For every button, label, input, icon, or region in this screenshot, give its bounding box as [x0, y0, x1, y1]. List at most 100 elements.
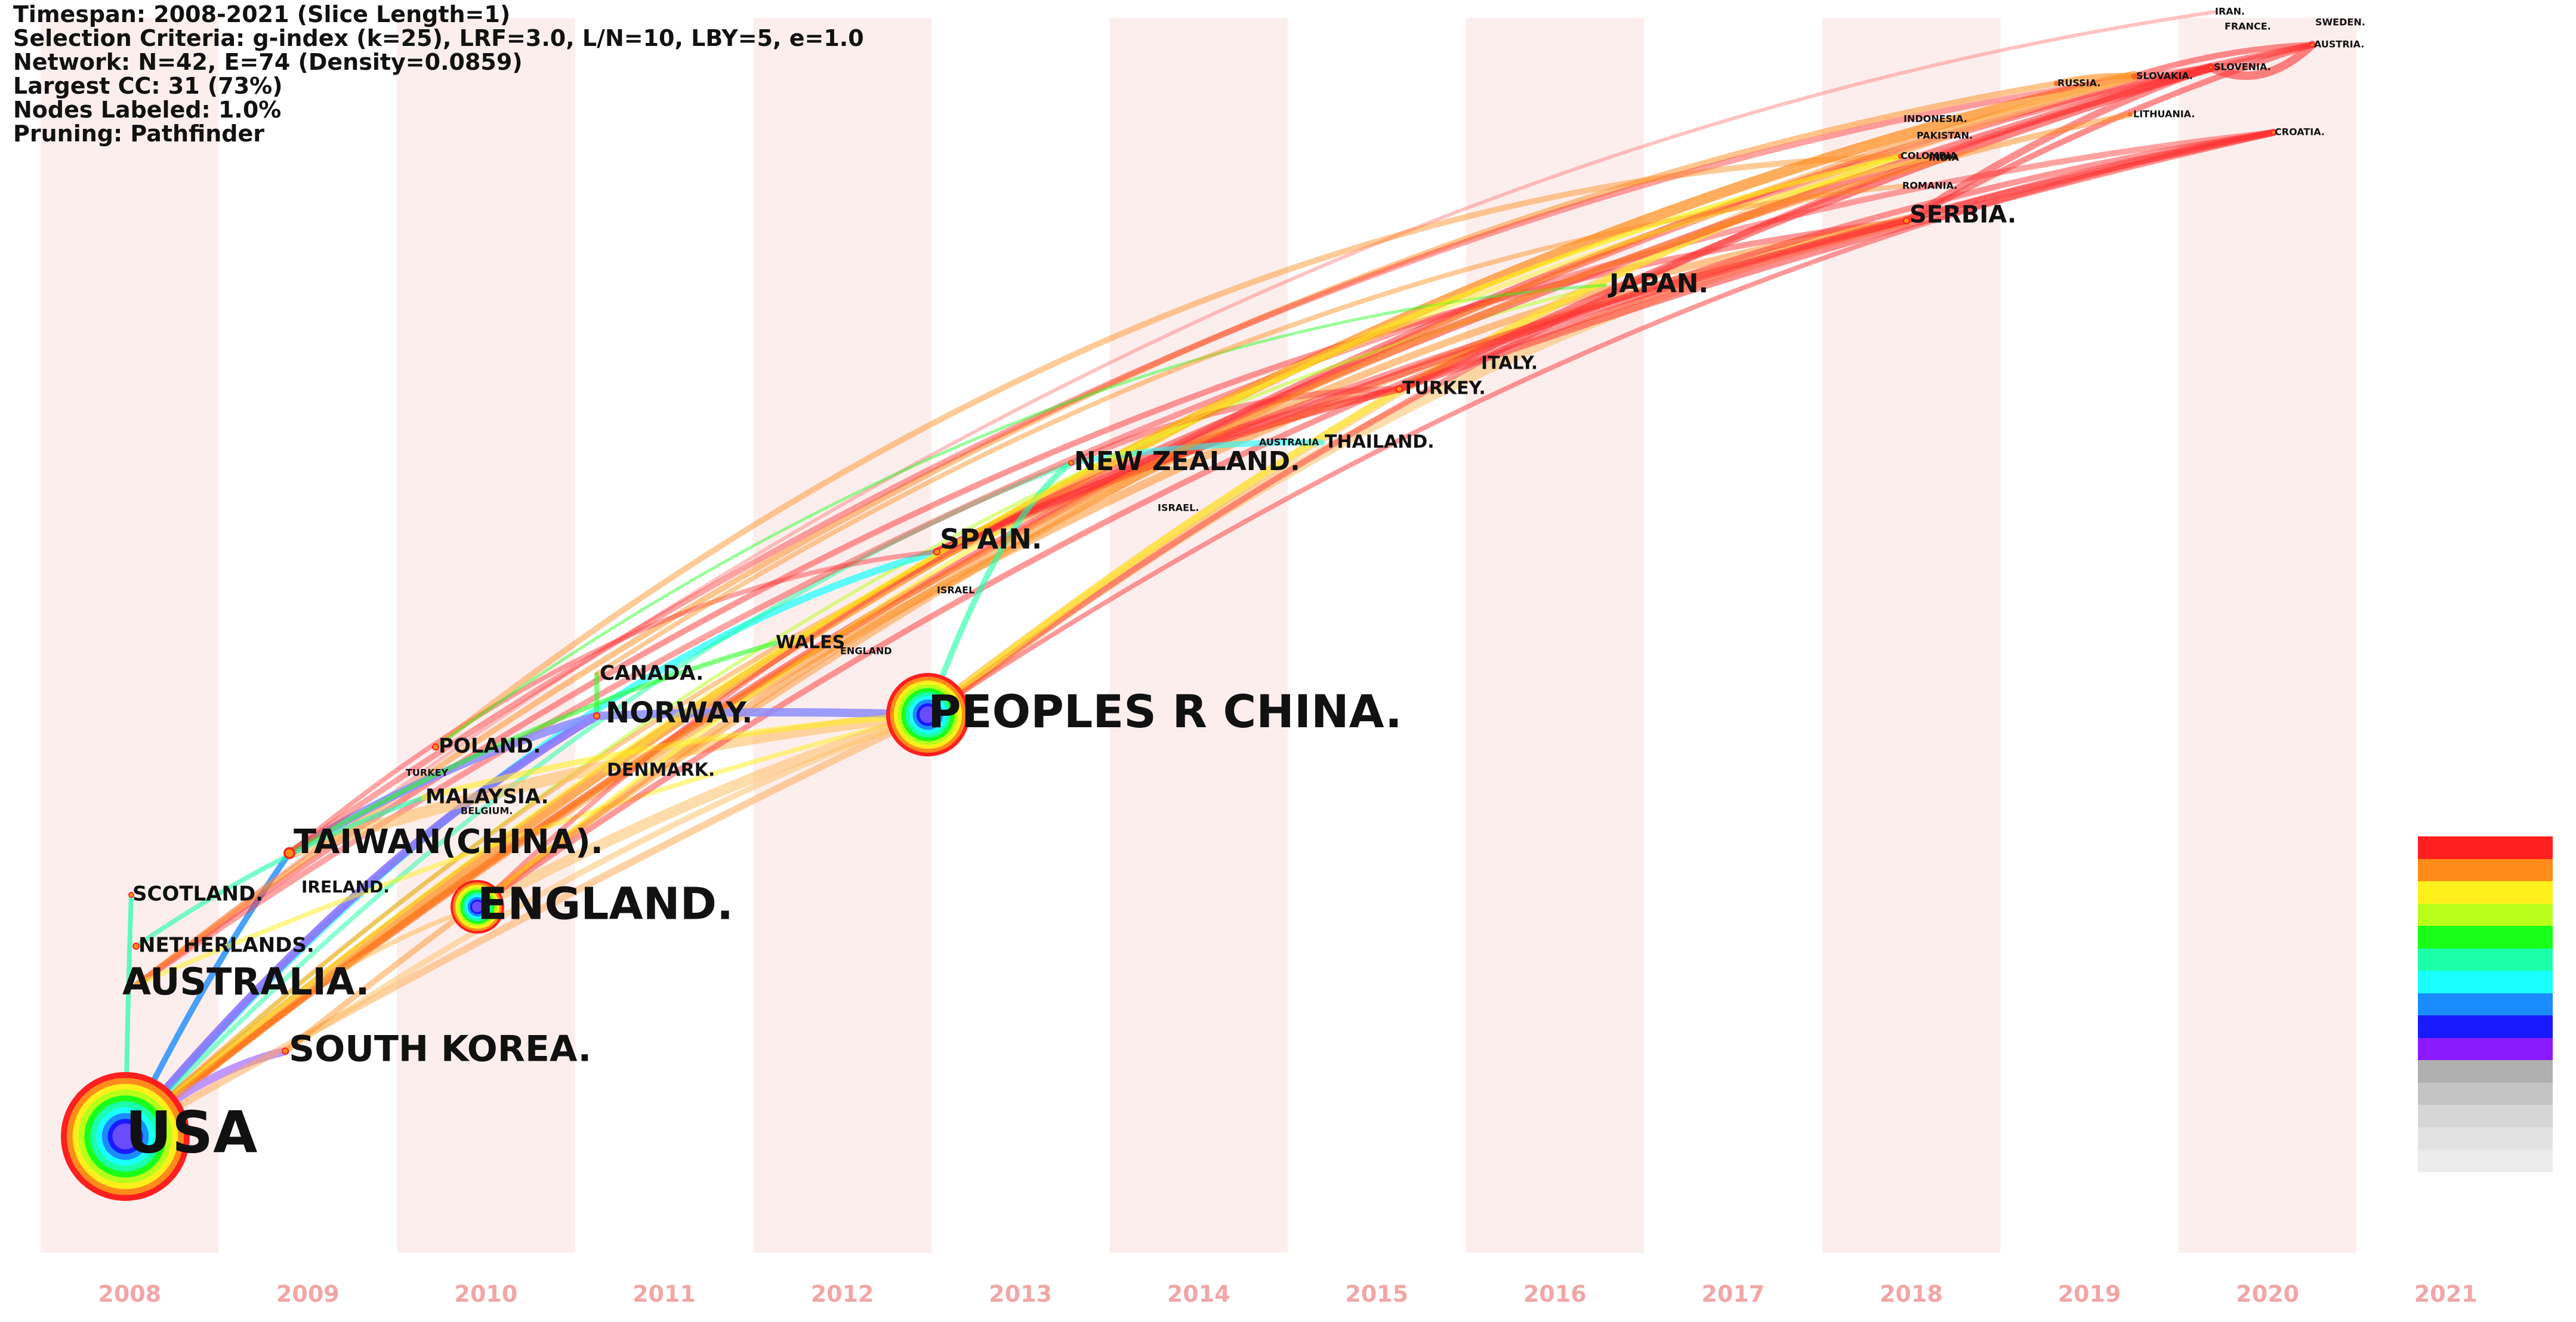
legend-swatch-13	[2418, 1127, 2553, 1150]
node-turkey[interactable]	[1396, 385, 1403, 393]
link-netherlands-malaysia	[134, 795, 426, 949]
node-serbia[interactable]	[1903, 217, 1910, 224]
node-slovakia[interactable]	[2132, 75, 2136, 78]
node-usa[interactable]	[61, 1072, 190, 1201]
label-spain: SPAIN.	[940, 523, 1042, 555]
label-denmark: DENMARK.	[607, 760, 715, 781]
node-austria[interactable]	[2310, 42, 2315, 47]
legend-swatch-2	[2418, 881, 2553, 904]
nodes-labeled-text: Nodes Labeled: 1.0%	[13, 97, 282, 123]
link-england-peoples-r-china	[472, 709, 933, 912]
label-canada: CANADA.	[600, 662, 704, 685]
label-france: FRANCE.	[2225, 21, 2271, 32]
label-romania: ROMANIA.	[1902, 180, 1957, 191]
link-poland-colombia	[433, 153, 1904, 750]
link-taiwan-wales	[287, 641, 778, 855]
label-slovakia: SLOVAKIA.	[2136, 70, 2193, 82]
label-lithuania: LITHUANIA.	[2133, 109, 2195, 120]
link-usa-peoples-r-china	[122, 711, 931, 1140]
color-legend	[2418, 836, 2553, 1172]
label-sweden: SWEDEN.	[2315, 17, 2365, 28]
label-scotland: SCOTLAND.	[132, 882, 263, 906]
link-england-colombia	[475, 154, 1903, 909]
year-band-2016	[1466, 18, 1645, 1253]
legend-swatch-5	[2418, 948, 2553, 971]
year-label-2019: 2019	[2058, 1281, 2121, 1307]
label-italy: ITALY.	[1481, 353, 1538, 374]
link-poland-japan	[434, 283, 1607, 749]
node-netherlands[interactable]	[132, 943, 140, 950]
year-label-2011: 2011	[633, 1281, 696, 1307]
node-lithuania[interactable]	[2128, 113, 2132, 116]
label-peoples-r-china: PEOPLES R CHINA.	[928, 685, 1402, 738]
label-india: INDIA	[1929, 152, 1960, 163]
node-spain[interactable]	[933, 548, 940, 555]
node-peoples-r-china[interactable]	[886, 673, 970, 756]
year-label-2014: 2014	[1167, 1281, 1230, 1307]
label-england-small: ENGLAND	[840, 645, 892, 657]
label-wales: WALES	[776, 632, 845, 653]
year-axis-labels: 2008 2009 2010 2011 2012 2013 2014 2015 2016 2017…	[98, 1281, 2477, 1307]
label-croatia: CROATIA.	[2275, 126, 2325, 138]
link-spain-serbia	[934, 218, 1909, 555]
node-poland[interactable]	[432, 743, 439, 750]
legend-swatch-1	[2418, 858, 2553, 881]
label-israel: ISRAEL	[937, 585, 974, 596]
network-stats-text: Network: N=42, E=74 (Density=0.0859)	[13, 49, 523, 75]
label-belgium: BELGIUM.	[461, 805, 513, 817]
label-taiwan: TAIWAN(CHINA).	[294, 823, 603, 861]
link-denmark-colombia	[603, 154, 1903, 773]
year-band-2014	[1109, 18, 1288, 1253]
legend-swatch-10	[2418, 1060, 2553, 1083]
year-band-2008	[41, 18, 219, 1253]
legend-swatch-0	[2418, 836, 2553, 859]
label-england: ENGLAND.	[477, 879, 733, 930]
year-label-2016: 2016	[1523, 1281, 1587, 1307]
node-england[interactable]	[451, 880, 504, 934]
year-band-2020	[2178, 18, 2357, 1253]
label-thailand: THAILAND.	[1325, 432, 1434, 453]
legend-swatch-8	[2418, 1015, 2553, 1038]
link-taiwan-slovenia	[286, 64, 2214, 856]
year-label-2013: 2013	[989, 1281, 1052, 1307]
selection-criteria-text: Selection Criteria: g-index (k=25), LRF=…	[13, 25, 864, 51]
label-indonesia: INDONESIA.	[1904, 113, 1967, 125]
label-pakistan: PAKISTAN.	[1917, 130, 1973, 141]
node-norway[interactable]	[593, 712, 600, 719]
link-usa-new-zealand	[123, 461, 1073, 1139]
node-scotland[interactable]	[128, 892, 134, 898]
label-ireland: IRELAND.	[301, 877, 390, 897]
node-new-zealand[interactable]	[1068, 460, 1074, 466]
link-new-zealand-turkey	[1068, 386, 1402, 466]
label-serbia: SERBIA.	[1909, 201, 2016, 228]
legend-swatch-4	[2418, 926, 2553, 949]
label-usa: USA	[125, 1099, 257, 1166]
link-south-korea-peoples-r-china	[282, 712, 931, 1054]
link-australia-russia	[134, 81, 2059, 987]
label-turkey-small: TURKEY	[406, 767, 449, 779]
link-malaysia-peoples-r-china	[421, 712, 931, 801]
largest-cc-text: Largest CC: 31 (73%)	[13, 73, 283, 99]
year-label-2021: 2021	[2414, 1281, 2478, 1307]
link-turkey-serbia	[1396, 218, 1909, 392]
node-south-korea[interactable]	[282, 1048, 289, 1055]
node-taiwan[interactable]	[283, 847, 295, 859]
label-netherlands: NETHERLANDS.	[138, 934, 314, 957]
label-malaysia: MALAYSIA.	[425, 785, 549, 809]
year-label-2015: 2015	[1345, 1281, 1408, 1307]
label-russia: RUSSIA.	[2057, 78, 2100, 89]
label-new-zealand: NEW ZEALAND.	[1074, 446, 1300, 477]
link-peoples-r-china-new-zealand	[925, 460, 1074, 718]
network-nodes	[61, 42, 2315, 1201]
node-slovenia[interactable]	[2209, 66, 2213, 69]
legend-swatch-9	[2418, 1037, 2553, 1060]
timespan-text: Timespan: 2008-2021 (Slice Length=1)	[13, 1, 511, 27]
node-russia[interactable]	[2054, 82, 2058, 85]
node-colombia[interactable]	[1898, 154, 1903, 159]
node-croatia[interactable]	[2271, 130, 2276, 135]
legend-swatch-6	[2418, 971, 2553, 993]
year-label-2017: 2017	[1702, 1281, 1765, 1307]
link-turkey-slovenia	[1395, 63, 2215, 393]
legend-swatch-7	[2418, 993, 2553, 1015]
year-label-2009: 2009	[276, 1281, 340, 1307]
